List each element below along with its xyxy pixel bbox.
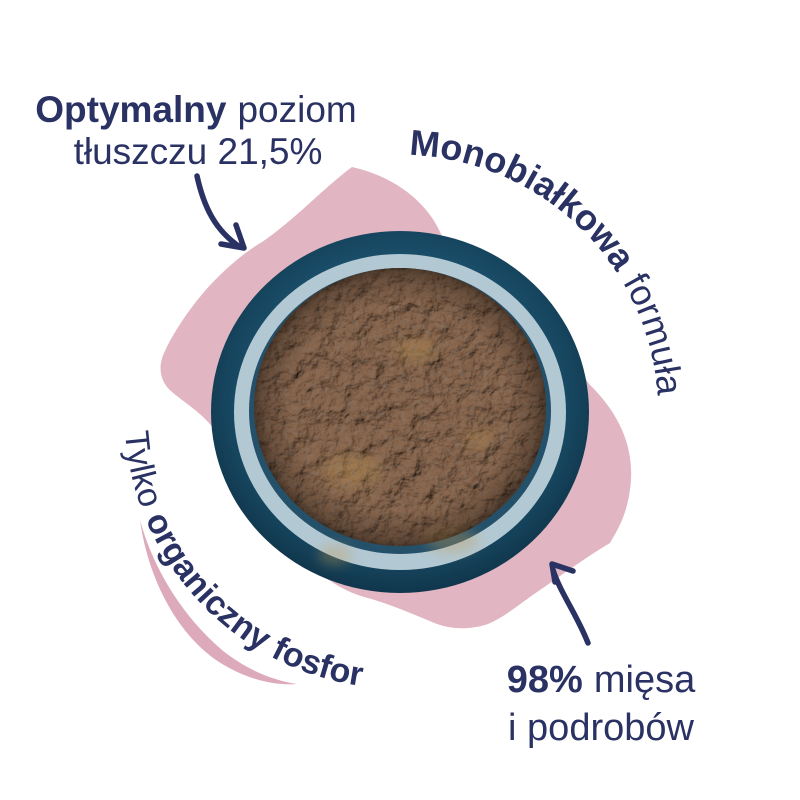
food-edge-shadow [254, 268, 546, 546]
label-fat-line2: tłuszczu 21,5% [74, 131, 323, 172]
label-fat-bold: Optymalny [35, 89, 227, 130]
food-pate [254, 268, 546, 565]
bowl [211, 231, 589, 593]
label-phos-light: Tylko [117, 429, 170, 512]
label-meat-line2: i podrobów [508, 707, 694, 749]
label-fat-line1: Optymalny poziom [35, 89, 357, 130]
label-mono-rest: formuła [616, 266, 691, 398]
label-meat-bold: 98% [507, 659, 583, 701]
label-meat-line1: 98% mięsa [507, 659, 696, 701]
pink-brush-stroke [140, 520, 297, 685]
label-fat-rest: poziom [237, 89, 356, 130]
label-meat-rest: mięsa [594, 659, 696, 701]
arrow-fat-to-bowl [194, 173, 247, 251]
arrows [194, 173, 591, 646]
arrow-meat-to-bowl [549, 561, 591, 646]
